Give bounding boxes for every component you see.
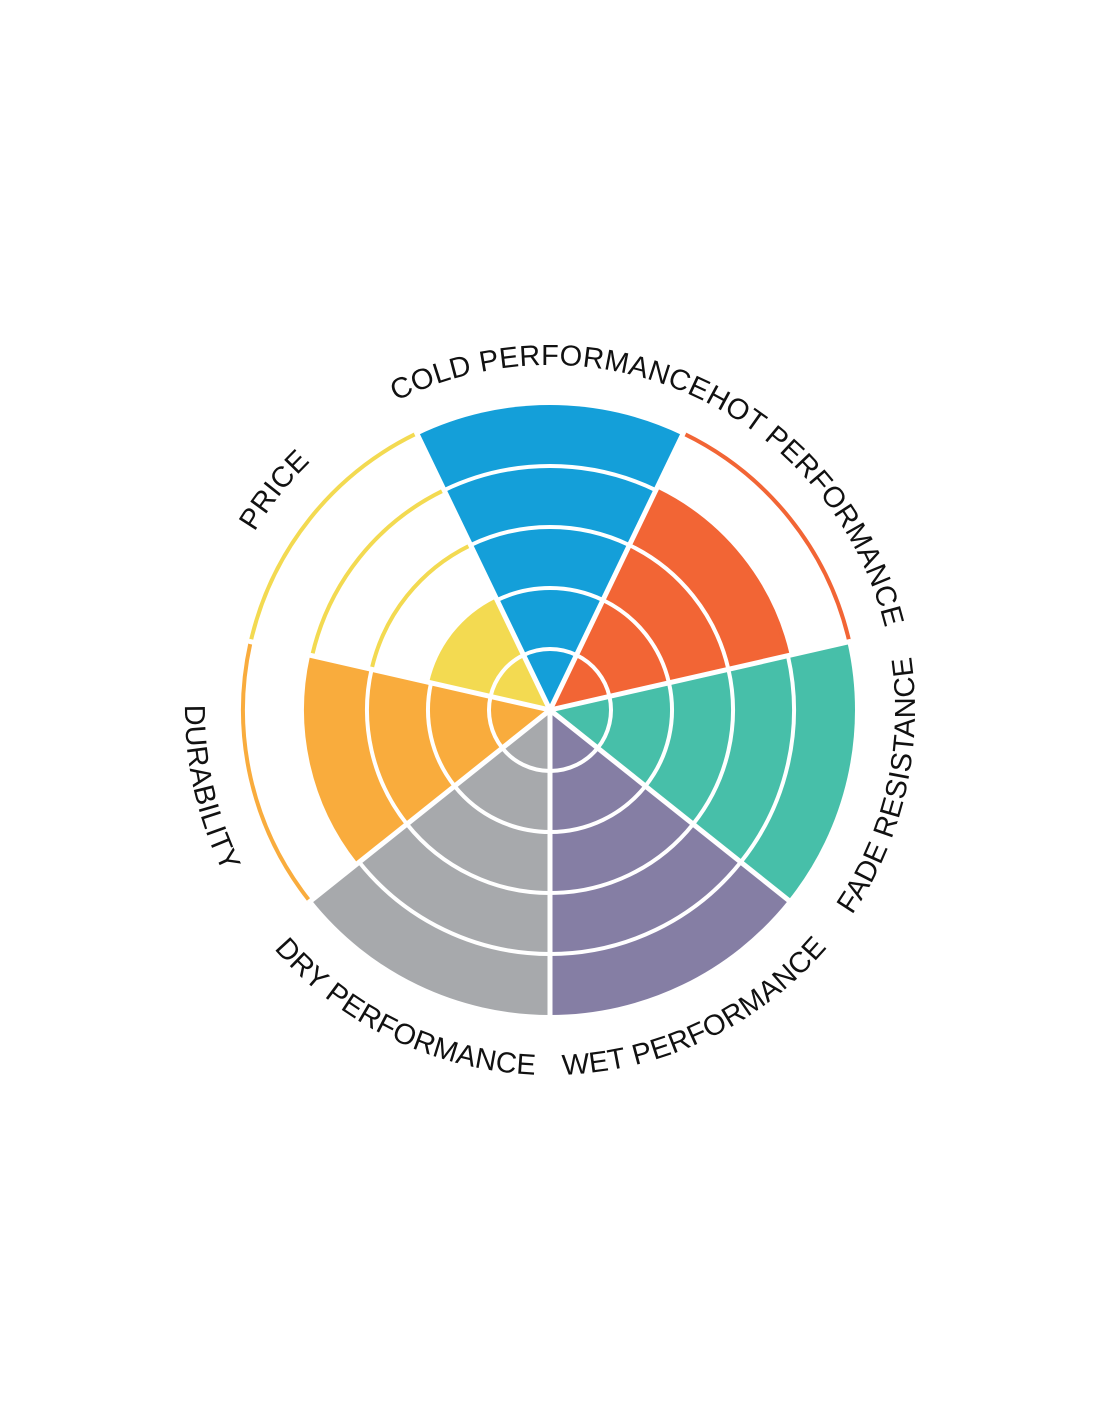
ring-1-durability	[487, 695, 504, 750]
outer-arcs-layer	[241, 432, 851, 902]
outer-arc-durability	[241, 642, 311, 902]
ring-1-price	[488, 653, 525, 697]
ring-4-cold-performance	[443, 464, 657, 492]
ring-2-cold-performance	[496, 586, 604, 602]
ring-3-durability	[365, 668, 409, 826]
ring-3-dry-performance	[405, 822, 551, 895]
spoke-gridlines	[248, 430, 852, 1019]
ring-1-hot-performance	[575, 653, 612, 697]
sector-cold-performance	[417, 405, 683, 710]
label-price: PRICE	[233, 444, 315, 536]
ring-3-hot-performance	[628, 543, 731, 670]
ring-outline-4-price	[310, 488, 444, 655]
ring-3-fade-resistance	[691, 668, 735, 826]
spoke-1	[547, 430, 687, 712]
ring-outline-3-price	[369, 543, 471, 669]
ring-3-wet-performance	[549, 822, 695, 895]
ring-1-wet-performance	[549, 746, 600, 773]
ring-3-cold-performance	[469, 525, 631, 547]
ring-2-fade-resistance	[643, 682, 674, 788]
label-cold-performance: COLD PERFORMANCE	[385, 340, 714, 408]
ring-1-fade-resistance	[596, 695, 613, 750]
ring-4-dry-performance	[357, 860, 551, 956]
ring-1-cold-performance	[522, 647, 578, 657]
sector-wet-performance	[550, 710, 789, 1015]
ring-2-durability	[426, 682, 457, 788]
ring-2-hot-performance	[602, 598, 671, 684]
ring-outline-2-price	[429, 598, 498, 683]
label-durability: DURABILITY	[178, 705, 246, 876]
ring-4-fade-resistance	[739, 655, 796, 864]
ring-2-wet-performance	[549, 784, 647, 834]
ring-outline-4-hot-performance	[656, 488, 790, 655]
ring-outline-4-durability	[304, 656, 361, 863]
outer-arc-price	[249, 432, 417, 641]
sector-dry-performance	[311, 710, 550, 1015]
ring-2-dry-performance	[453, 784, 551, 834]
spoke-0	[413, 430, 553, 712]
spoke-2	[549, 638, 852, 713]
spoke-3	[548, 708, 794, 905]
sectors-layer	[306, 405, 855, 1015]
spoke-5	[306, 708, 552, 905]
ring-gridlines	[304, 464, 796, 956]
ring-1-dry-performance	[500, 746, 551, 773]
ring-4-wet-performance	[549, 860, 743, 956]
outer-arc-hot-performance	[683, 432, 851, 641]
spoke-6	[248, 638, 551, 713]
sector-fade-resistance	[550, 642, 855, 901]
